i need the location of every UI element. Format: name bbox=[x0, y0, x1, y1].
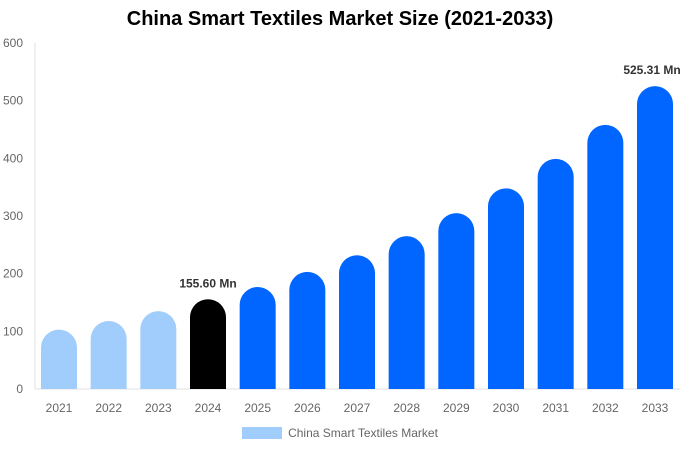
bar-2028 bbox=[388, 236, 425, 389]
y-tick-label: 300 bbox=[3, 209, 23, 223]
x-tick-label: 2032 bbox=[592, 401, 619, 415]
data-label-2024: 155.60 Mn bbox=[179, 276, 236, 290]
x-tick-label: 2025 bbox=[244, 401, 271, 415]
y-tick-label: 600 bbox=[3, 36, 23, 50]
bar-2023 bbox=[140, 311, 177, 389]
legend-label: China Smart Textiles Market bbox=[288, 426, 438, 440]
bar-2027 bbox=[339, 255, 375, 389]
legend: China Smart Textiles Market bbox=[0, 426, 680, 440]
x-tick-label: 2024 bbox=[195, 401, 222, 415]
x-tick-label: 2021 bbox=[46, 401, 73, 415]
y-tick-label: 500 bbox=[3, 94, 23, 108]
bar-2031 bbox=[537, 158, 574, 389]
bar-2032 bbox=[587, 124, 624, 390]
bar-2029 bbox=[438, 213, 475, 389]
x-tick-label: 2028 bbox=[393, 401, 420, 415]
bar-2030 bbox=[488, 188, 524, 389]
bar-2022 bbox=[90, 320, 127, 389]
bar-2024 bbox=[190, 299, 226, 389]
x-tick-label: 2027 bbox=[344, 401, 371, 415]
y-tick-label: 200 bbox=[3, 267, 23, 281]
y-tick-label: 100 bbox=[3, 324, 23, 338]
data-label-2033: 525.31 Mn bbox=[623, 63, 680, 77]
bar-2021 bbox=[41, 329, 77, 389]
x-tick-label: 2030 bbox=[493, 401, 520, 415]
x-tick-label: 2031 bbox=[542, 401, 569, 415]
chart-title: China Smart Textiles Market Size (2021-2… bbox=[126, 8, 554, 30]
x-tick-label: 2033 bbox=[642, 401, 669, 415]
bar-2033 bbox=[637, 86, 673, 390]
x-tick-label: 2022 bbox=[95, 401, 122, 415]
legend-swatch bbox=[242, 427, 283, 439]
x-tick-label: 2023 bbox=[145, 401, 172, 415]
x-tick-label: 2029 bbox=[443, 401, 470, 415]
bar-2026 bbox=[289, 271, 326, 389]
x-tick-label: 2026 bbox=[294, 401, 321, 415]
y-tick-label: 400 bbox=[3, 151, 23, 165]
bar-2025 bbox=[239, 286, 276, 389]
y-tick-label: 0 bbox=[16, 382, 23, 396]
